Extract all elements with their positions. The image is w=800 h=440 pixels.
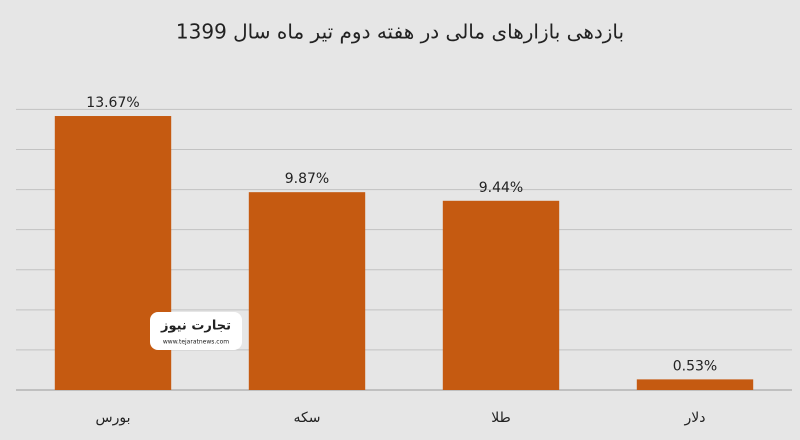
bar — [54, 116, 172, 390]
x-tick-label: طلا — [491, 410, 511, 426]
value-label: 9.44% — [479, 180, 523, 196]
value-label: 0.53% — [673, 358, 717, 374]
bar — [248, 192, 366, 390]
x-tick-label: سکه — [294, 410, 321, 426]
watermark-name: تجارت نیوز — [160, 319, 231, 334]
bar — [442, 200, 560, 390]
chart-title: بازدهی بازارهای مالی در هفته دوم تیر ماه… — [176, 20, 624, 44]
watermark-url: www.tejaratnews.com — [163, 339, 229, 346]
value-label: 13.67% — [86, 95, 139, 111]
watermark: تجارت نیوز www.tejaratnews.com — [150, 312, 242, 350]
watermark-box — [150, 312, 242, 350]
value-label: 9.87% — [285, 171, 329, 187]
bar — [636, 379, 754, 390]
x-tick-label: بورس — [96, 410, 131, 426]
x-tick-label: دلار — [684, 410, 706, 426]
